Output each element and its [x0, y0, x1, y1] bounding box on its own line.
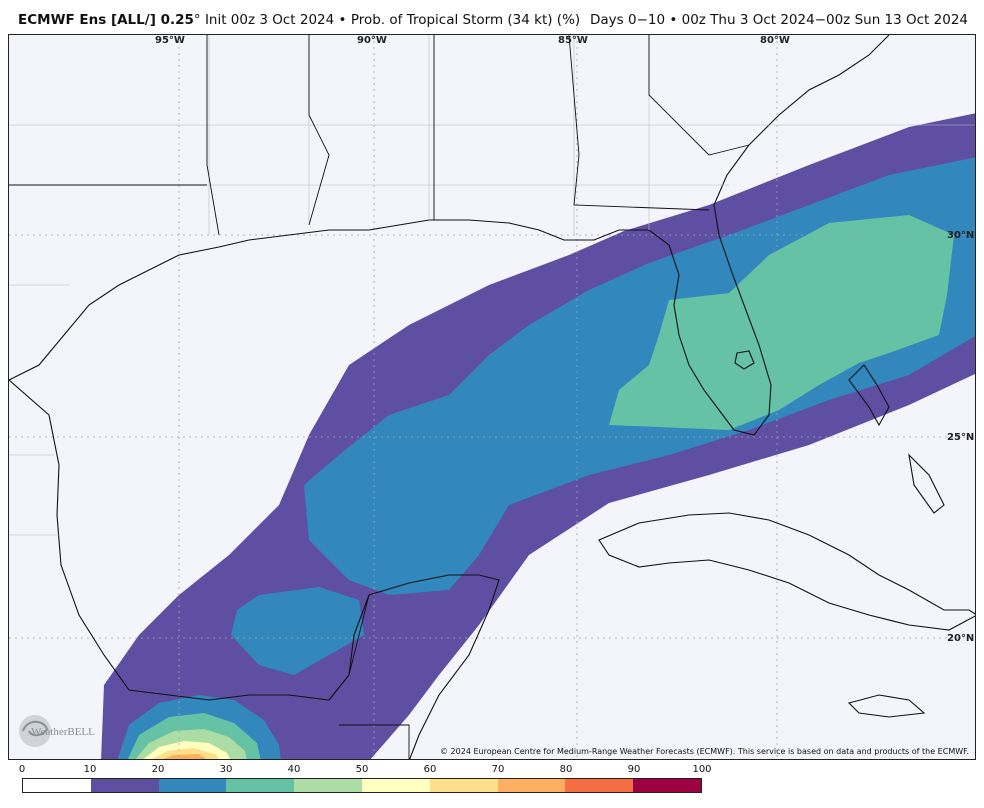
jamaica	[847, 694, 926, 718]
colorbar-tick-70: 70	[491, 764, 505, 775]
lat-label-25n: 25°N	[947, 432, 975, 443]
colorbar-bin-1	[90, 779, 159, 792]
colorbar-bin-7	[497, 779, 566, 792]
model-name: ECMWF Ens [ALL/] 0.25	[18, 12, 194, 28]
lat-label-30n: 30°N	[947, 230, 975, 241]
colorbar-bin-4	[294, 779, 362, 792]
cuba	[598, 512, 975, 631]
map-header: ECMWF Ens [ALL/] 0.25° Init 00z 3 Oct 20…	[0, 0, 984, 34]
product-name: Prob. of Tropical Storm (34 kt) (%)	[350, 12, 581, 28]
logo-text: WeatherBELL	[31, 726, 95, 738]
degree-sign: °	[193, 12, 201, 28]
colorbar-tick-90: 90	[627, 764, 641, 775]
colorbar-tick-0: 0	[18, 764, 26, 775]
lat-label-20n: 20°N	[947, 633, 975, 644]
colorbar-bin-3	[226, 779, 295, 792]
bahamas	[848, 364, 945, 514]
colorbar-tick-100: 100	[692, 764, 712, 775]
colorbar-tick-30: 30	[219, 764, 233, 775]
gulf-coast	[9, 35, 890, 436]
colorbar-tick-40: 40	[287, 764, 301, 775]
lon-label-95w: 95°W	[155, 35, 185, 46]
lon-label-85w: 85°W	[558, 35, 588, 46]
weatherbell-logo: WeatherBELL	[13, 707, 105, 751]
graticule	[9, 35, 975, 759]
ecmwf-credit: © 2024 European Centre for Medium-Range …	[440, 747, 969, 756]
colorbar-tick-60: 60	[423, 764, 437, 775]
probability-map: 95°W 90°W 85°W 80°W 30°N 25°N 20°N Weath…	[8, 34, 976, 760]
header-title: ECMWF Ens [ALL/] 0.25° Init 00z 3 Oct 20…	[18, 12, 580, 28]
init-time: Init 00z 3 Oct 2024	[204, 12, 335, 28]
colorbar-tick-50: 50	[355, 764, 369, 775]
colorbar-bin-9	[633, 779, 701, 792]
map-canvas	[9, 35, 975, 759]
lake-okeechobee	[734, 350, 755, 370]
state-borders	[9, 35, 750, 759]
header-bullet: •	[338, 12, 347, 28]
colorbar-bin-8	[565, 779, 634, 792]
colorbar	[22, 778, 702, 793]
prob-20-patch-west	[231, 587, 364, 675]
valid-range: Days 0−10 • 00z Thu 3 Oct 2024−00z Sun 1…	[590, 12, 968, 28]
lon-label-80w: 80°W	[760, 35, 790, 46]
colorbar-bin-5	[361, 779, 430, 792]
colorbar-tick-10: 10	[83, 764, 97, 775]
prob-70-low-left	[162, 754, 207, 759]
colorbar-tick-20: 20	[151, 764, 165, 775]
colorbar-tick-80: 80	[559, 764, 573, 775]
colorbar-bin-6	[429, 779, 498, 792]
logo-swirl-icon: WeatherBELL	[19, 715, 95, 747]
lon-label-90w: 90°W	[357, 35, 387, 46]
colorbar-bin-2	[158, 779, 227, 792]
colorbar-bin-0	[23, 779, 91, 792]
